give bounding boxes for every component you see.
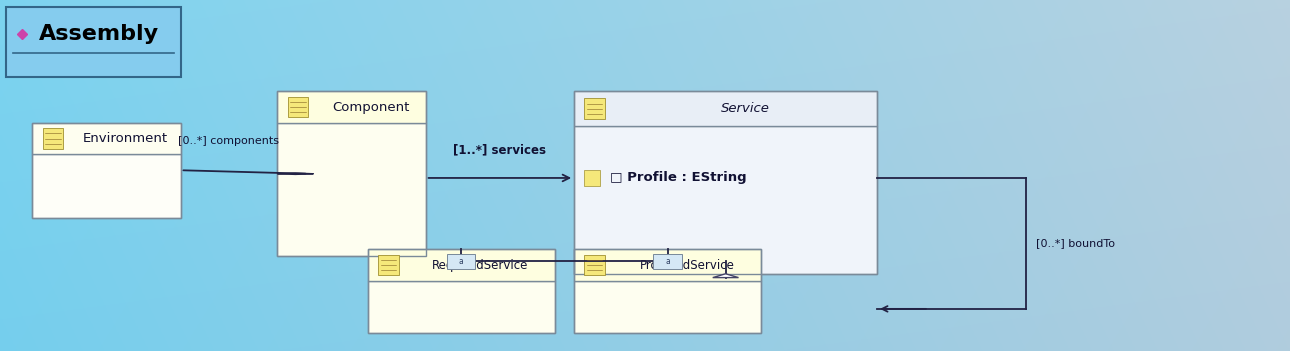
Bar <box>574 126 877 274</box>
Text: a: a <box>459 257 463 266</box>
Bar <box>43 128 63 149</box>
Bar <box>288 97 308 117</box>
Bar <box>32 154 181 218</box>
Bar <box>574 249 761 281</box>
Bar <box>446 254 475 269</box>
Text: □ Profile : EString: □ Profile : EString <box>610 171 747 185</box>
Text: a: a <box>666 257 670 266</box>
Bar <box>378 255 399 275</box>
Bar <box>32 123 181 154</box>
Bar <box>574 249 761 333</box>
Text: Environment: Environment <box>84 132 168 145</box>
Text: Assembly: Assembly <box>39 24 159 44</box>
Text: Component: Component <box>333 100 409 114</box>
Bar <box>574 281 761 333</box>
Polygon shape <box>277 173 313 174</box>
Bar <box>368 249 555 333</box>
Bar <box>584 99 605 119</box>
Bar <box>277 91 426 123</box>
Text: [0..*] components: [0..*] components <box>178 136 280 146</box>
Bar <box>584 255 605 275</box>
Bar <box>277 123 426 256</box>
Bar <box>574 91 877 126</box>
Bar <box>574 91 877 274</box>
Bar <box>653 254 681 269</box>
Bar <box>32 123 181 218</box>
Bar <box>277 91 426 256</box>
Text: [0..*] boundTo: [0..*] boundTo <box>1036 238 1115 249</box>
Text: ProvidedService: ProvidedService <box>640 258 734 272</box>
Bar <box>368 249 555 281</box>
Text: Service: Service <box>721 102 769 115</box>
Bar <box>584 170 600 186</box>
Text: [1..*] services: [1..*] services <box>453 144 547 157</box>
Text: RequiredService: RequiredService <box>432 258 529 272</box>
Bar <box>368 281 555 333</box>
Bar <box>6 7 181 77</box>
Polygon shape <box>712 274 738 278</box>
